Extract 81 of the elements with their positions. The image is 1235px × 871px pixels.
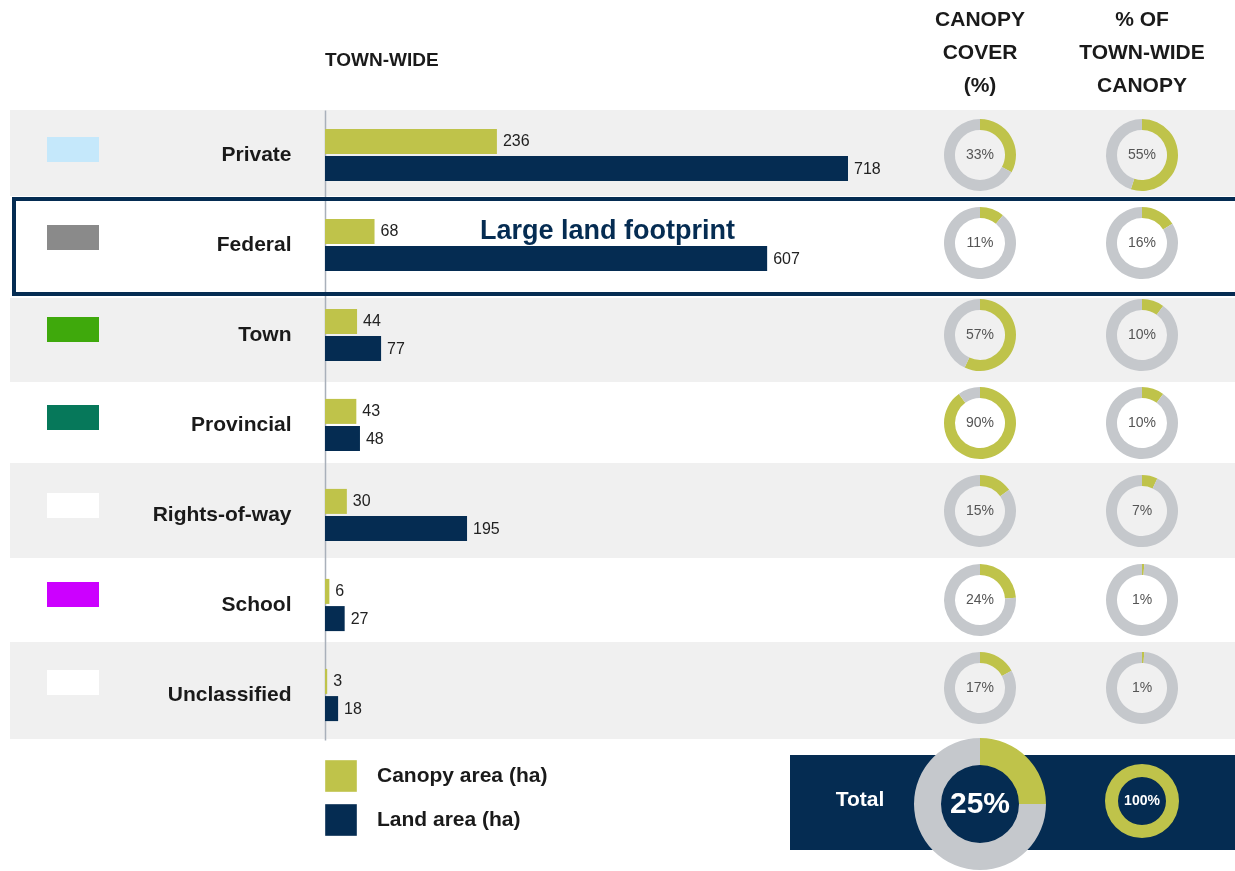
bar [325,128,497,154]
bar [325,336,382,362]
y-tick-label: Private [221,142,292,165]
donut-slice [1106,207,1178,279]
donut-slice [1142,475,1158,489]
bar [325,308,358,334]
bar [325,156,848,182]
donut-slice [980,207,1003,224]
data-label: 15% [965,502,995,518]
data-label: 1% [1131,591,1153,607]
donut-slice [944,652,1016,724]
legend-label: Canopy area (ha) [377,763,548,786]
y-tick-label: School [221,592,292,615]
text: Total [835,787,885,810]
data-label: 10% [1127,414,1157,430]
y-tick-label: Town [238,322,292,345]
data-label: 11% [966,234,994,250]
data-label: 44 [363,312,381,330]
donut-slice [964,299,1016,371]
bar [325,668,328,694]
data-label: 25% [949,786,1011,819]
donut-slice [1142,387,1164,403]
bar [325,488,347,514]
data-label: 236 [502,132,530,150]
donut-slice [944,207,1016,279]
legend-label: Land area (ha) [377,807,521,830]
donut-slice [1142,652,1145,664]
chart-title: % OF TOWN-WIDE CANOPY [1079,7,1205,96]
donut-slice [958,387,980,403]
donut-slice [944,119,1012,191]
data-label: 7% [1131,502,1153,518]
donut-slice [980,475,1010,497]
donut-slice [1106,387,1178,459]
y-tick-label: Federal [216,232,292,255]
data-label: 90% [965,414,995,430]
y-tick-label: Rights-of-way [152,502,292,525]
chart-title: TOWN-WIDE [325,49,439,70]
data-label: 18 [344,699,363,717]
y-tick-label: Provincial [191,412,292,435]
donut-slice [1142,299,1164,315]
y-tick-label: Unclassified [167,682,292,705]
bar [325,218,375,244]
bar [325,578,330,604]
donut-slice [1142,207,1173,230]
donut-slice [944,387,1016,459]
data-label: 48 [365,429,384,447]
donut-slice [1106,299,1178,371]
bar [325,398,357,424]
donut-slice [1106,475,1178,547]
bar [325,426,360,452]
data-label: 77 [387,339,405,357]
donut-slice [914,738,1046,870]
annotation: Large land footprint [480,215,735,245]
bar [325,696,339,722]
bar [325,606,345,632]
data-label: 10% [1127,326,1157,342]
bar [325,516,468,542]
data-label: 43 [362,402,381,420]
data-label: 195 [473,519,500,537]
data-label: 1% [1131,679,1153,695]
data-label: 57% [965,326,995,342]
data-label: 100% [1124,792,1161,808]
data-label: 16% [1127,234,1157,250]
bar [325,246,768,272]
donut-slice [944,564,1016,636]
chart-title: CANOPY COVER (%) [935,7,1025,96]
data-label: 68 [380,222,399,240]
data-label: 17% [965,679,995,695]
data-label: 30 [352,492,371,510]
data-label: 55% [1127,146,1157,162]
data-label: 33% [965,146,995,162]
data-label: 607 [773,249,800,267]
data-label: 3 [333,672,343,690]
data-label: 6 [335,582,345,600]
data-label: 27 [350,609,369,627]
donut-slice [980,652,1012,676]
data-label: 718 [854,159,881,177]
data-label: 24% [965,591,995,607]
donut-slice [1142,564,1145,576]
donut-slice [1130,119,1178,191]
donut-slice [944,475,1016,547]
